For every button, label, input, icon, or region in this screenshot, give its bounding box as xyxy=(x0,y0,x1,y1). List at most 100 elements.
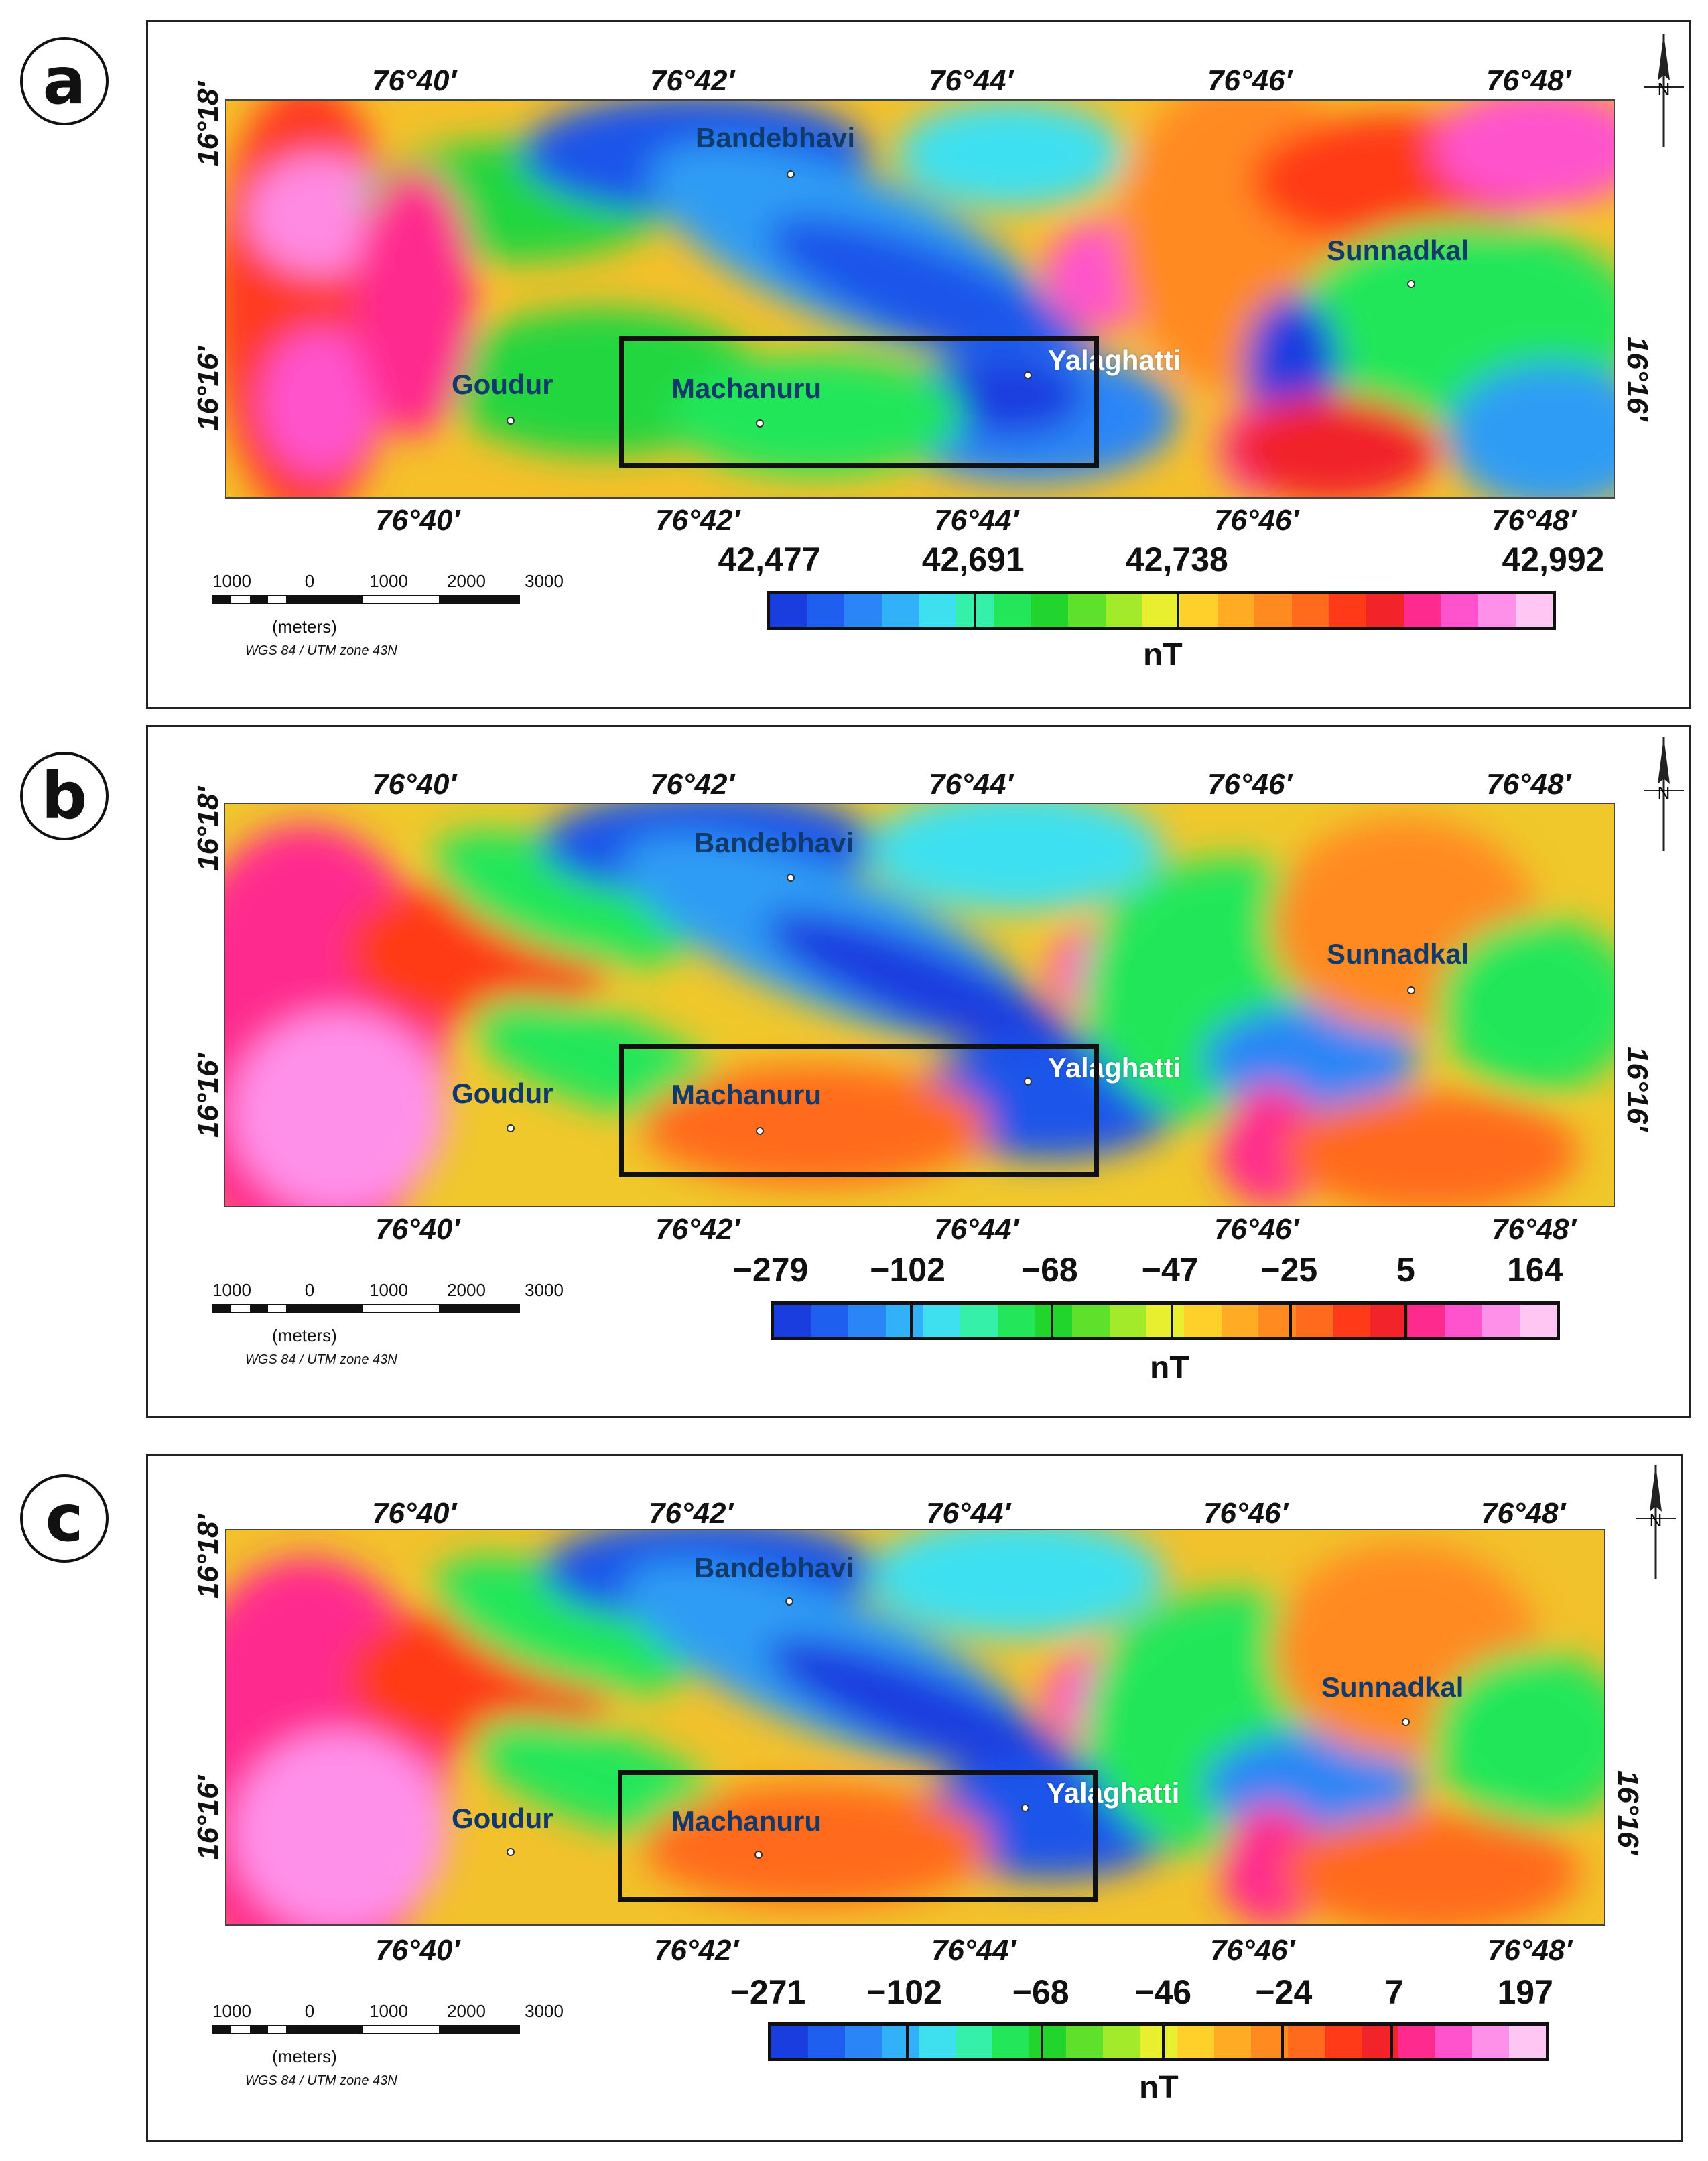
colorbar-divider xyxy=(1390,2026,1393,2058)
colorbar-label: −46 xyxy=(1134,1973,1192,2011)
place-label-yalaghatti: Yalaghatti xyxy=(1048,1052,1181,1084)
panel-frame-a xyxy=(146,20,1691,709)
colorbar-labels-c: −271 −102 −68 −46 −24 7 197 xyxy=(730,1973,1553,2013)
colorbar-cell xyxy=(848,1305,886,1337)
lat-tick-left: 16°18′ xyxy=(192,81,225,167)
place-marker xyxy=(1407,280,1415,288)
scale-bar-graphic xyxy=(212,2025,520,2034)
colorbar-cell xyxy=(1435,2026,1472,2058)
colorbar-cell xyxy=(1333,1305,1370,1337)
place-label-machanuru: Machanuru xyxy=(671,373,822,404)
magnetic-map-b: Bandebhavi Sunnadkal Goudur Machanuru Ya… xyxy=(224,803,1615,1207)
colorbar-labels-b: −279 −102 −68 −47 −25 5 164 xyxy=(733,1250,1563,1291)
colorbar-cell xyxy=(1031,594,1068,627)
scale-number: 0 xyxy=(304,2001,315,2021)
magnetic-map-a: Bandebhavi Sunnadkal Goudur Machanuru Ya… xyxy=(225,99,1615,499)
colorbar-label: −47 xyxy=(1141,1251,1199,1289)
lon-tick-top: 76°48′ xyxy=(1481,1497,1566,1530)
lon-tick-top: 76°42′ xyxy=(650,768,735,801)
lon-tick-bottom: 76°44′ xyxy=(934,1213,1019,1246)
scale-bar: 1000 0 1000 2000 3000 (meters) WGS 84 / … xyxy=(212,1280,564,1380)
place-label-yalaghatti: Yalaghatti xyxy=(1047,1777,1180,1809)
lon-tick-top: 76°44′ xyxy=(929,64,1014,97)
colorbar-cell xyxy=(1324,2026,1362,2058)
place-marker xyxy=(1021,1804,1029,1812)
lon-tick-bottom: 76°42′ xyxy=(655,504,740,537)
colorbar-cell xyxy=(845,2026,882,2058)
colorbar-label: −68 xyxy=(1021,1251,1078,1289)
colorbar-cell xyxy=(1295,1305,1333,1337)
lon-tick-top: 76°44′ xyxy=(929,768,1014,801)
scale-bar-graphic xyxy=(212,595,520,604)
colorbar-cell xyxy=(774,1305,811,1337)
colorbar-cell xyxy=(1403,594,1441,627)
colorbar-label: −102 xyxy=(870,1251,945,1289)
colorbar-cell xyxy=(1140,2026,1177,2058)
colorbar-label: 197 xyxy=(1497,1973,1553,2011)
colorbar-cell xyxy=(882,2026,919,2058)
colorbar-cell xyxy=(1213,2026,1251,2058)
lat-tick-left: 16°18′ xyxy=(192,1514,225,1599)
colorbar-cell xyxy=(1177,2026,1214,2058)
lon-tick-top: 76°48′ xyxy=(1486,64,1571,97)
scale-number: 3000 xyxy=(525,571,564,591)
colorbar-cell xyxy=(1445,1305,1482,1337)
lon-tick-bottom: 76°44′ xyxy=(931,1934,1016,1967)
projection-label: WGS 84 / UTM zone 43N xyxy=(245,1352,397,1367)
unit-label: nT xyxy=(1139,2070,1179,2105)
colorbar-cell xyxy=(1287,2026,1325,2058)
colorbar-label: 5 xyxy=(1396,1251,1415,1289)
colorbar-cell xyxy=(1072,1305,1110,1337)
colorbar-label: −102 xyxy=(866,1973,942,2011)
colorbar-cell xyxy=(997,1305,1035,1337)
place-marker xyxy=(507,1848,515,1856)
colorbar-cell xyxy=(1291,594,1329,627)
lon-tick-top: 76°46′ xyxy=(1203,1497,1289,1530)
colorbar-cell xyxy=(1103,2026,1140,2058)
colorbar-cell xyxy=(881,594,919,627)
lon-tick-bottom: 76°40′ xyxy=(375,1934,460,1967)
colorbar-cell xyxy=(770,594,807,627)
north-arrow-icon: N xyxy=(1644,737,1684,851)
lon-tick-top: 76°42′ xyxy=(650,64,735,97)
north-arrow-letter: N xyxy=(1658,783,1670,803)
colorbar-cell xyxy=(1366,594,1404,627)
lon-tick-bottom: 76°46′ xyxy=(1214,1213,1299,1246)
study-area-box xyxy=(619,336,1099,468)
scale-number: 0 xyxy=(304,1280,315,1300)
scale-units: (meters) xyxy=(272,2046,337,2067)
lon-tick-bottom: 76°42′ xyxy=(654,1934,739,1967)
colorbar-cell xyxy=(1221,1305,1259,1337)
colorbar-label: 42,738 xyxy=(1125,541,1228,578)
magnetic-map-c: Bandebhavi Sunnadkal Goudur Machanuru Ya… xyxy=(225,1529,1605,1926)
place-marker xyxy=(1024,371,1032,379)
lon-tick-bottom: 76°48′ xyxy=(1492,504,1577,537)
colorbar-cell xyxy=(1109,1305,1147,1337)
colorbar-label: −279 xyxy=(732,1251,809,1289)
scale-bar-graphic xyxy=(212,1304,520,1313)
lon-tick-top: 76°44′ xyxy=(926,1497,1011,1530)
place-marker xyxy=(1407,986,1415,994)
colorbar-cell xyxy=(1142,594,1180,627)
anomaly-raster xyxy=(226,101,1614,497)
scale-number: 1000 xyxy=(212,1280,251,1300)
place-marker xyxy=(787,170,795,178)
place-label-goudur: Goudur xyxy=(452,1803,553,1834)
colorbar-cell xyxy=(807,594,845,627)
place-label-yalaghatti: Yalaghatti xyxy=(1048,344,1181,376)
colorbar-cell xyxy=(919,594,957,627)
colorbar-cell xyxy=(956,2026,993,2058)
scale-number: 2000 xyxy=(447,1280,486,1300)
north-arrow-letter: N xyxy=(1650,1510,1662,1530)
lon-tick-top: 76°40′ xyxy=(372,768,457,801)
panel-label-c: c xyxy=(20,1474,109,1563)
lon-tick-bottom: 76°48′ xyxy=(1488,1934,1573,1967)
scale-number: 0 xyxy=(304,571,315,591)
scale-units: (meters) xyxy=(272,1325,337,1346)
colorbar-cell xyxy=(1519,1305,1557,1337)
colorbar-divider xyxy=(1177,594,1180,627)
lon-tick-bottom: 76°44′ xyxy=(934,504,1019,537)
lon-tick-top: 76°48′ xyxy=(1486,768,1571,801)
colorbar-cell xyxy=(885,1305,923,1337)
north-arrow-icon: N xyxy=(1636,1465,1676,1579)
